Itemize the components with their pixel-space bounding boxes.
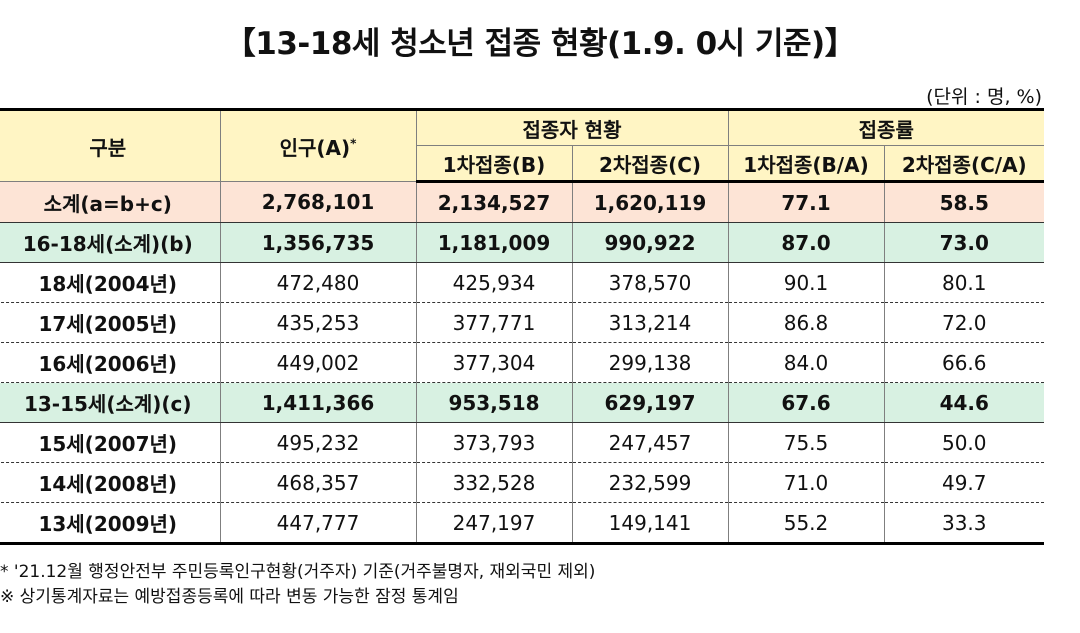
population-cell: 447,777 — [219, 502, 417, 545]
table-row: 16세(2006년) 449,002 377,304 299,138 84.0 … — [0, 342, 1045, 383]
dose1-cell: 425,934 — [415, 262, 573, 303]
dose2-cell: 247,457 — [571, 422, 729, 463]
rate1-cell: 55.2 — [727, 502, 885, 545]
row-label: 16세(2006년) — [0, 342, 221, 383]
dose1-cell: 373,793 — [415, 422, 573, 463]
table-row: 15세(2007년) 495,232 373,793 247,457 75.5 … — [0, 422, 1045, 463]
dose1-cell: 332,528 — [415, 462, 573, 503]
rate2-cell: 58.5 — [883, 181, 1045, 223]
table-row: 18세(2004년) 472,480 425,934 378,570 90.1 … — [0, 262, 1045, 303]
rate1-cell: 71.0 — [727, 462, 885, 503]
rate2-cell: 73.0 — [883, 222, 1045, 263]
rate1-cell: 84.0 — [727, 342, 885, 383]
population-cell: 435,253 — [219, 302, 417, 343]
dose2-cell: 1,620,119 — [571, 181, 729, 223]
row-label: 16-18세(소계)(b) — [0, 222, 221, 263]
dose1-cell: 377,771 — [415, 302, 573, 343]
dose1-cell: 377,304 — [415, 342, 573, 383]
rate2-cell: 66.6 — [883, 342, 1045, 383]
rate1-cell: 77.1 — [727, 181, 885, 223]
dose2-cell: 313,214 — [571, 302, 729, 343]
row-label: 13세(2009년) — [0, 502, 221, 545]
dose2-cell: 378,570 — [571, 262, 729, 303]
header-vaccination-status: 접종자 현황 — [415, 108, 729, 146]
footnote-population-source: * '21.12월 행정안전부 주민등록인구현황(거주자) 기준(거주불명자, … — [0, 562, 596, 582]
footnote-provisional: ※ 상기통계자료는 예방접종등록에 따라 변동 가능한 잠정 통계임 — [0, 587, 459, 607]
row-label: 17세(2005년) — [0, 302, 221, 343]
unit-label: (단위 : 명, %) — [926, 86, 1042, 108]
table-row-group: 13-15세(소계)(c) 1,411,366 953,518 629,197 … — [0, 382, 1045, 423]
row-label: 13-15세(소계)(c) — [0, 382, 221, 423]
rate1-cell: 90.1 — [727, 262, 885, 303]
dose1-cell: 247,197 — [415, 502, 573, 545]
rate1-cell: 86.8 — [727, 302, 885, 343]
header-category: 구분 — [0, 108, 221, 182]
population-cell: 472,480 — [219, 262, 417, 303]
table-row-group: 16-18세(소계)(b) 1,356,735 1,181,009 990,92… — [0, 222, 1045, 263]
table-row: 13세(2009년) 447,777 247,197 149,141 55.2 … — [0, 502, 1045, 545]
population-cell: 1,356,735 — [219, 222, 417, 263]
footnotes: * '21.12월 행정안전부 주민등록인구현황(거주자) 기준(거주불명자, … — [0, 560, 595, 610]
population-cell: 495,232 — [219, 422, 417, 463]
table-row: 17세(2005년) 435,253 377,771 313,214 86.8 … — [0, 302, 1045, 343]
dose1-cell: 953,518 — [415, 382, 573, 423]
header-dose2: 2차접종(C) — [571, 145, 729, 183]
dose2-cell: 990,922 — [571, 222, 729, 263]
rate2-cell: 33.3 — [883, 502, 1045, 545]
rate2-cell: 49.7 — [883, 462, 1045, 503]
rate1-cell: 87.0 — [727, 222, 885, 263]
rate2-cell: 72.0 — [883, 302, 1045, 343]
header-dose1: 1차접종(B) — [416, 145, 573, 183]
population-cell: 2,768,101 — [219, 181, 417, 223]
dose2-cell: 629,197 — [571, 382, 729, 423]
row-label: 18세(2004년) — [0, 262, 221, 303]
population-cell: 1,411,366 — [219, 382, 417, 423]
population-footnote-mark: * — [350, 135, 357, 150]
rate2-cell: 80.1 — [883, 262, 1045, 303]
header-population: 인구(A)* — [219, 108, 417, 182]
row-label: 15세(2007년) — [0, 422, 221, 463]
vaccination-table: 구분 인구(A)* 접종자 현황 접종률 1차접종(B) 2차접종(C) 1차접… — [0, 108, 1045, 545]
dose2-cell: 299,138 — [571, 342, 729, 383]
header-vaccination-rate: 접종률 — [727, 108, 1045, 146]
page-title: 【13-18세 청소년 접종 현황(1.9. 0시 기준)】 — [224, 26, 856, 62]
dose1-cell: 2,134,527 — [415, 181, 573, 223]
header-rate2: 2차접종(C/A) — [883, 145, 1045, 183]
rate2-cell: 50.0 — [883, 422, 1045, 463]
rate2-cell: 44.6 — [883, 382, 1045, 423]
population-cell: 449,002 — [219, 342, 417, 383]
dose2-cell: 232,599 — [571, 462, 729, 503]
table-row: 14세(2008년) 468,357 332,528 232,599 71.0 … — [0, 462, 1045, 503]
header-rate1: 1차접종(B/A) — [727, 145, 885, 183]
rate1-cell: 67.6 — [727, 382, 885, 423]
rate1-cell: 75.5 — [727, 422, 885, 463]
row-label: 소계(a=b+c) — [0, 181, 221, 223]
dose2-cell: 149,141 — [571, 502, 729, 545]
population-cell: 468,357 — [219, 462, 417, 503]
dose1-cell: 1,181,009 — [415, 222, 573, 263]
table-row-total: 소계(a=b+c) 2,768,101 2,134,527 1,620,119 … — [0, 181, 1045, 223]
row-label: 14세(2008년) — [0, 462, 221, 503]
